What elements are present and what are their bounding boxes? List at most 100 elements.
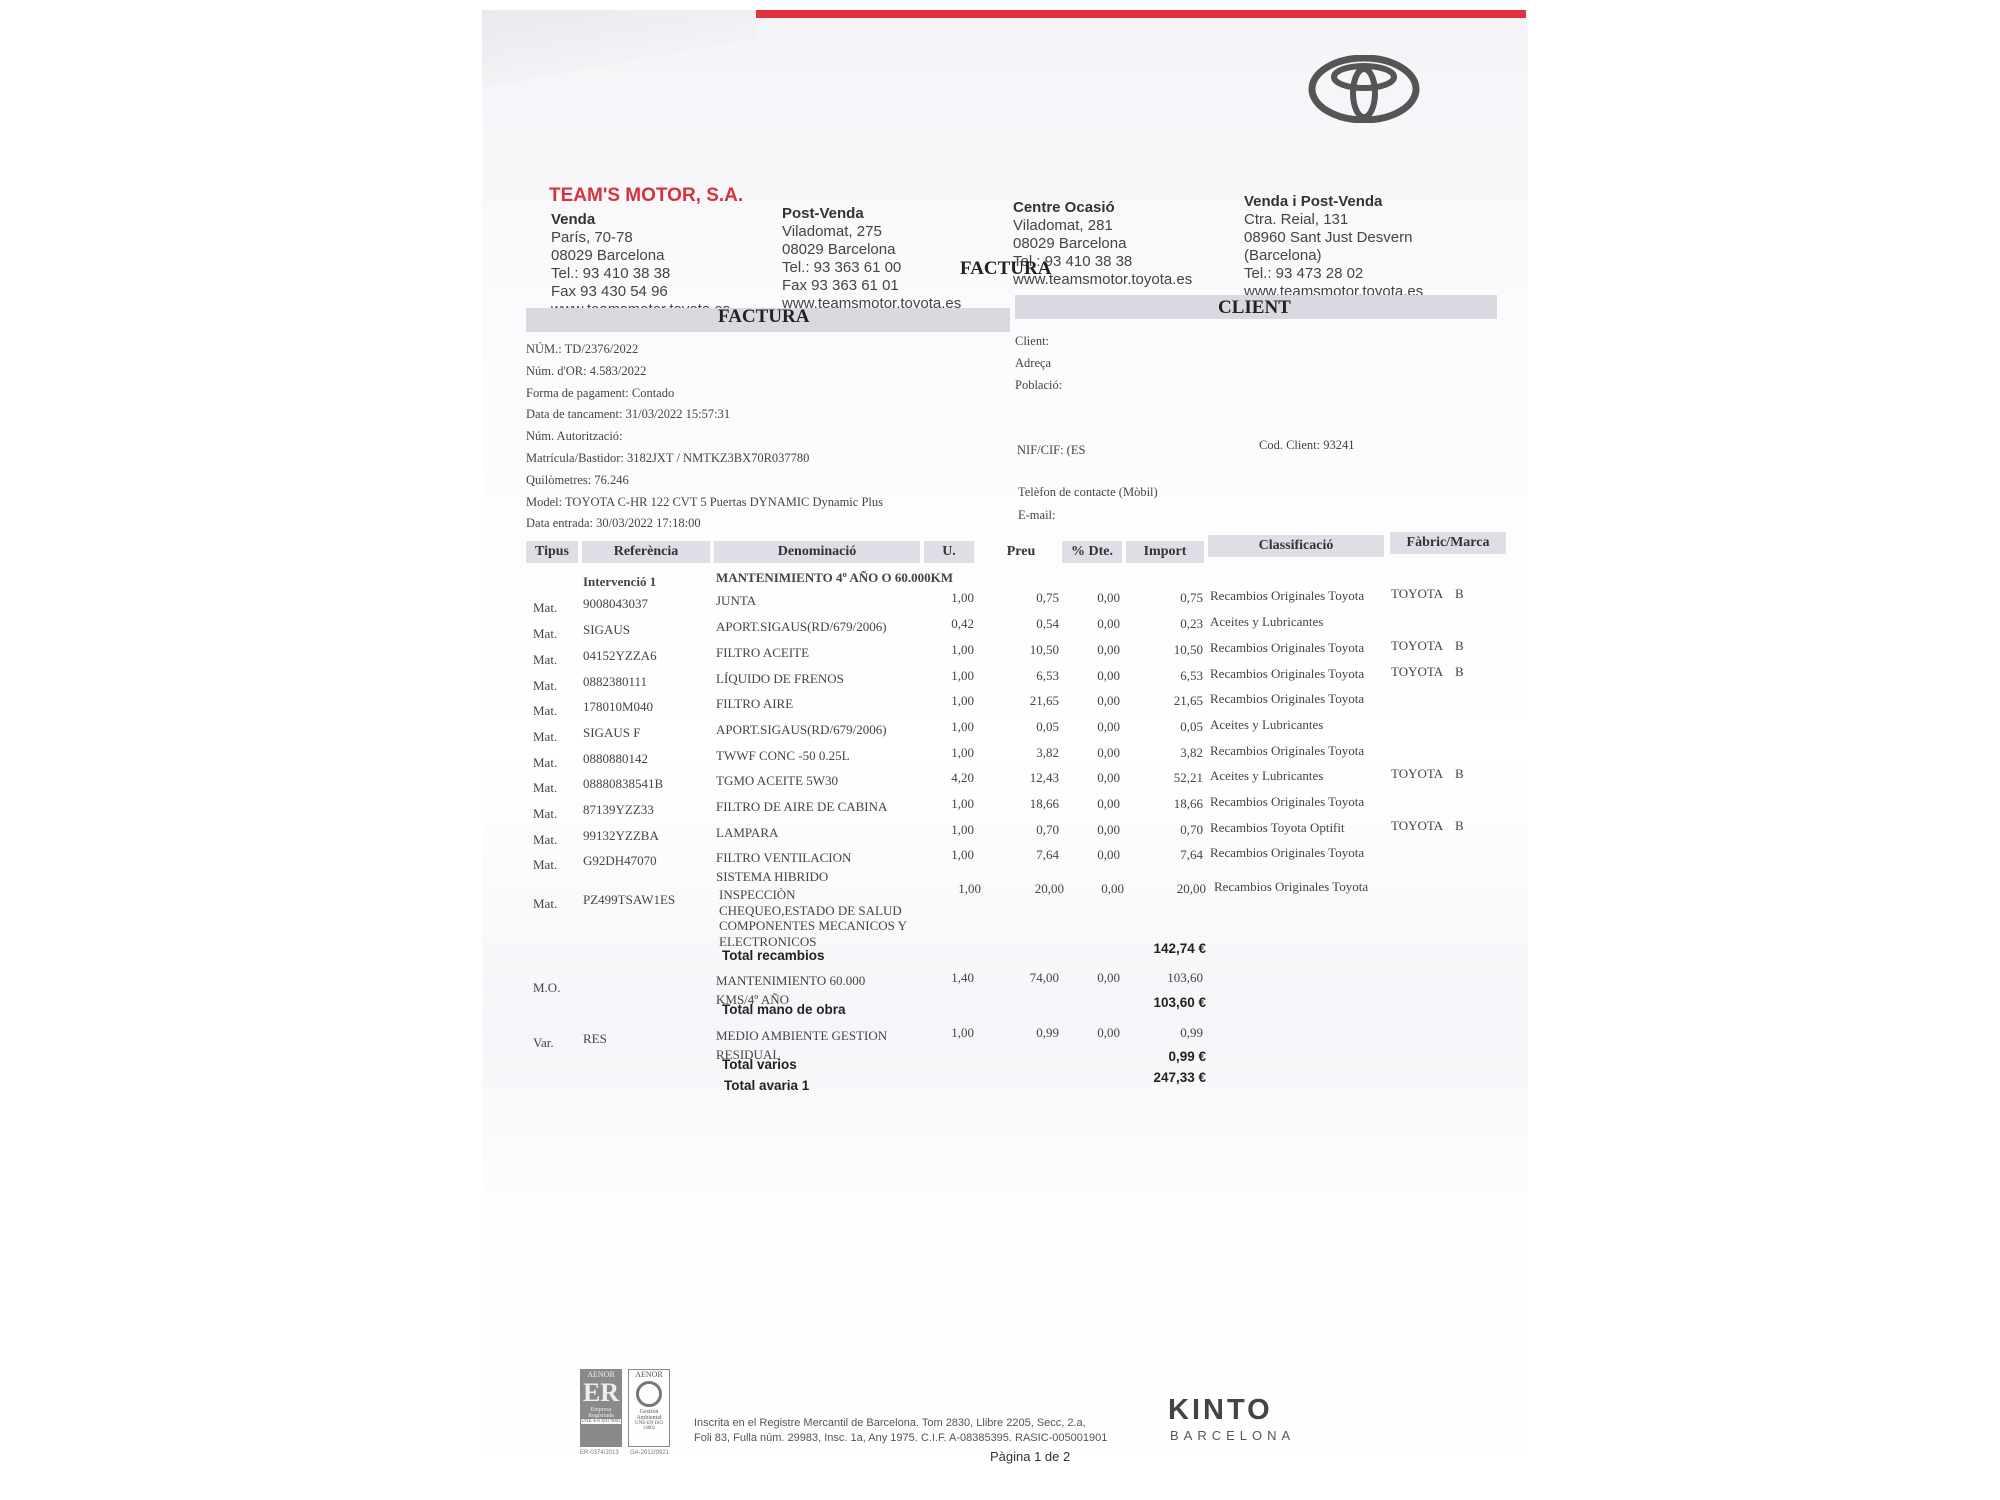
- invoice-page: [482, 10, 1528, 1497]
- total-mano-obra-label: Total mano de obra: [722, 1002, 846, 1017]
- address-line: 08029 Barcelona: [551, 247, 665, 264]
- location-post-venda: Post-Venda Viladomat, 275 08029 Barcelon…: [782, 205, 961, 313]
- line-price: 0,05: [1036, 719, 1059, 734]
- line-reference: 0880880142: [583, 751, 648, 766]
- line-description: MANTENIMIENTO 60.000: [716, 973, 866, 988]
- phone: Tel.: 93 410 38 38: [1013, 253, 1133, 270]
- line-description: FILTRO ACEITE: [716, 645, 810, 660]
- line-reference: 87139YZZ33: [583, 802, 654, 817]
- line-type: Mat.: [533, 857, 558, 872]
- line-discount: 0,00: [1097, 1025, 1120, 1040]
- line-type: Mat.: [533, 626, 558, 641]
- line-amount: 0,75: [1180, 590, 1203, 605]
- invoice-field: Forma de pagament: Contado: [526, 385, 675, 400]
- line-price: 74,00: [1029, 970, 1059, 985]
- line-amount: 0,99: [1180, 1025, 1203, 1040]
- line-reference: RES: [583, 1031, 607, 1046]
- line-discount: 0,00: [1097, 847, 1120, 862]
- address-line: París, 70-78: [551, 229, 633, 246]
- line-reference: PZ499TSAW1ES: [583, 892, 676, 907]
- line-price: 18,66: [1029, 796, 1059, 811]
- line-units: 1,00: [951, 796, 974, 811]
- col-header-denominacio: Denominació: [714, 541, 920, 563]
- invoice-field: Quilòmetres: 76.246: [526, 472, 629, 487]
- seal-text: AENOR: [587, 1370, 615, 1379]
- line-discount: 0,00: [1097, 668, 1120, 683]
- location-venda-post-venda: Venda i Post-Venda Ctra. Reial, 131 0896…: [1244, 193, 1423, 301]
- line-brand: TOYOTA: [1391, 586, 1444, 601]
- line-brand: TOYOTA: [1391, 766, 1444, 781]
- total-avaria-label: Total avaria 1: [724, 1078, 810, 1093]
- er-mark-icon: ER: [582, 1378, 620, 1407]
- invoice-field: NÚM.: TD/2376/2022: [526, 342, 639, 356]
- line-price: 0,54: [1036, 616, 1059, 631]
- line-discount: 0,00: [1097, 719, 1120, 734]
- brand-red-bar: [756, 10, 1526, 18]
- col-header-units: U.: [924, 541, 974, 563]
- line-brand: TOYOTA: [1391, 638, 1444, 653]
- line-classification: Recambios Originales Toyota: [1210, 691, 1365, 706]
- line-discount: 0,00: [1097, 822, 1120, 837]
- page-number: Pàgina 1 de 2: [990, 1449, 1071, 1464]
- line-brand-code: B: [1455, 664, 1464, 679]
- line-units: 4,20: [951, 770, 974, 785]
- line-reference: SIGAUS: [583, 622, 630, 637]
- line-classification: Recambios Toyota Optifit: [1210, 820, 1345, 835]
- line-description: KMS/4º AÑO: [716, 991, 790, 1007]
- line-units: 1,00: [951, 719, 974, 734]
- line-description: INSPECCIÒN: [719, 887, 796, 902]
- line-classification: Recambios Originales Toyota: [1210, 666, 1365, 681]
- line-price: 0,75: [1036, 590, 1059, 605]
- line-units: 1,00: [951, 590, 974, 605]
- invoice-field: Data de tancament: 31/03/2022 15:57:31: [526, 407, 731, 422]
- phone: Tel.: 93 363 61 00: [782, 259, 902, 276]
- line-units: 1,00: [951, 847, 974, 862]
- registry-line: Inscrita en el Registre Mercantil de Bar…: [694, 1417, 1086, 1429]
- line-price: 12,43: [1029, 770, 1059, 785]
- factura-overlay-title: FACTURA: [960, 258, 1052, 279]
- fax: Fax 93 430 54 96: [551, 283, 668, 300]
- line-price: 7,64: [1036, 847, 1059, 862]
- location-title: Venda: [551, 211, 596, 228]
- line-price: 3,82: [1036, 745, 1059, 760]
- line-description: ELECTRONICOS: [719, 933, 817, 949]
- line-description: TGMO ACEITE 5W30: [716, 773, 839, 788]
- line-type: Var.: [533, 1035, 554, 1050]
- line-price: 21,65: [1029, 693, 1059, 708]
- ga-mark-icon: [636, 1381, 662, 1407]
- line-description: FILTRO AIRE: [716, 696, 794, 711]
- line-type: M.O.: [533, 980, 561, 995]
- total-mano-obra-value: 103,60 €: [1153, 995, 1206, 1010]
- line-classification: Recambios Originales Toyota: [1214, 879, 1369, 894]
- fax: Fax 93 363 61 01: [782, 277, 899, 294]
- email-label: E-mail:: [1018, 508, 1056, 522]
- seal-text: UNE-EN ISO 9001: [581, 1419, 621, 1424]
- address-line: Viladomat, 281: [1013, 217, 1113, 234]
- line-type: Mat.: [533, 780, 558, 795]
- col-header-classificacio: Classificació: [1208, 535, 1384, 557]
- line-classification: Aceites y Lubricantes: [1210, 614, 1324, 629]
- invoice-field: Model: TOYOTA C-HR 122 CVT 5 Puertas DYN…: [526, 494, 883, 509]
- line-brand-code: B: [1455, 818, 1464, 833]
- company-name: TEAM'S MOTOR, S.A.: [549, 185, 744, 206]
- line-amount: 0,05: [1180, 719, 1203, 734]
- line-discount: 0,00: [1097, 642, 1120, 657]
- line-units: 1,40: [951, 970, 974, 985]
- invoice-field: Núm. d'OR: 4.583/2022: [526, 363, 647, 378]
- line-reference: 178010M040: [583, 699, 654, 714]
- line-type: Mat.: [533, 755, 558, 770]
- invoice-field: Matrícula/Bastidor: 3182JXT / NMTKZ3BX70…: [526, 451, 810, 465]
- line-price: 10,50: [1029, 642, 1059, 657]
- line-reference: SIGAUS F: [583, 725, 641, 740]
- line-type: Mat.: [533, 678, 558, 693]
- line-description: FILTRO DE AIRE DE CABINA: [716, 799, 888, 814]
- folded-corner: [482, 10, 757, 90]
- seal-text: UNE-EN ISO 14001: [635, 1421, 663, 1431]
- seal-number: GA-2012/0921: [630, 1450, 670, 1456]
- seal-text: Gestión Ambiental: [636, 1409, 662, 1421]
- registry-text: Inscrita en el Registre Mercantil de Bar…: [694, 1416, 1107, 1446]
- client-label: Client:: [1015, 334, 1050, 348]
- line-amount: 10,50: [1173, 642, 1203, 657]
- location-title: Venda i Post-Venda: [1244, 193, 1383, 210]
- col-header-import: Import: [1126, 541, 1204, 563]
